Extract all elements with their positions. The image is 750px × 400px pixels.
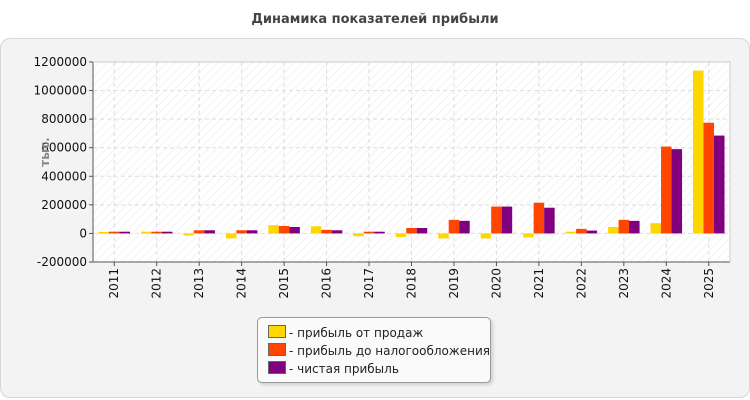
chart-title: Динамика показателей прибыли: [251, 12, 499, 27]
y-axis-label: тыс.: [38, 137, 52, 166]
x-tick-label: 2021: [532, 268, 546, 299]
bar: [395, 233, 407, 237]
bar: [480, 233, 492, 239]
bar: [544, 207, 555, 234]
bar: [618, 219, 630, 234]
bar: [278, 226, 290, 234]
bar: [331, 230, 343, 234]
bar: [246, 230, 258, 234]
y-tick-label: 600000: [41, 141, 87, 155]
bar: [533, 202, 545, 234]
x-tick-label: 2014: [235, 268, 249, 299]
bar: [438, 233, 449, 239]
bar: [693, 70, 704, 234]
x-tick-label: 2011: [107, 268, 121, 299]
bar: [236, 230, 247, 234]
legend-item-pretax-profit: - прибыль до налогообложения: [268, 343, 490, 359]
legend-label: - чистая прибыль: [289, 362, 399, 376]
bar: [703, 122, 715, 234]
y-tick-label: 1200000: [34, 55, 87, 69]
bar: [151, 231, 162, 234]
legend-label: - прибыль от продаж: [289, 326, 424, 340]
bar: [183, 233, 194, 236]
y-tick-label: -200000: [37, 255, 87, 269]
x-tick-label: 2023: [617, 268, 631, 299]
x-tick-label: 2017: [362, 268, 376, 299]
x-tick-label: 2018: [405, 268, 419, 299]
chart-legend: - прибыль от продаж - прибыль до налогоо…: [257, 317, 491, 383]
bar: [501, 206, 513, 234]
legend-swatch: [268, 343, 286, 356]
bar: [565, 231, 577, 234]
bar: [608, 227, 619, 234]
bar: [321, 229, 332, 234]
bar: [650, 223, 662, 234]
y-tick-label: 1000000: [34, 84, 87, 98]
bar: [374, 231, 385, 234]
bar: [576, 228, 587, 234]
y-tick-label: 0: [79, 226, 87, 240]
bar: [108, 231, 120, 234]
bar: [289, 227, 300, 234]
bar: [161, 231, 173, 234]
x-tick-label: 2013: [192, 268, 206, 299]
x-tick-label: 2020: [489, 268, 503, 299]
bar: [491, 206, 502, 234]
x-tick-label: 2022: [574, 268, 588, 299]
bar: [523, 233, 534, 238]
x-tick-label: 2019: [447, 268, 461, 299]
legend-swatch: [268, 361, 286, 374]
bar: [416, 228, 428, 234]
legend-item-sales-profit: - прибыль от продаж: [268, 325, 423, 341]
bar: [119, 231, 130, 234]
legend-item-net-profit: - чистая прибыль: [268, 361, 399, 377]
x-tick-label: 2025: [702, 268, 716, 299]
x-tick-label: 2024: [659, 268, 673, 299]
x-tick-label: 2012: [150, 268, 164, 299]
bar: [204, 230, 215, 234]
x-tick-label: 2015: [277, 268, 291, 299]
y-tick-label: 800000: [41, 112, 87, 126]
bar: [225, 233, 237, 239]
bar: [353, 233, 364, 237]
x-tick-label: 2016: [320, 268, 334, 299]
bar: [661, 146, 672, 234]
bar: [140, 231, 152, 234]
bar: [671, 149, 683, 234]
bar: [268, 225, 279, 234]
bar: [98, 232, 109, 234]
y-tick-label: 400000: [41, 169, 87, 183]
bar: [406, 228, 417, 234]
legend-swatch: [268, 325, 286, 338]
legend-label: - прибыль до налогообложения: [289, 344, 490, 358]
bar: [714, 135, 725, 234]
bar: [193, 230, 205, 234]
bar: [310, 226, 322, 234]
bar: [629, 220, 640, 234]
bar: [363, 231, 375, 234]
bar: [448, 219, 460, 234]
bar: [459, 220, 470, 234]
bar: [586, 230, 598, 234]
y-tick-label: 200000: [41, 198, 87, 212]
